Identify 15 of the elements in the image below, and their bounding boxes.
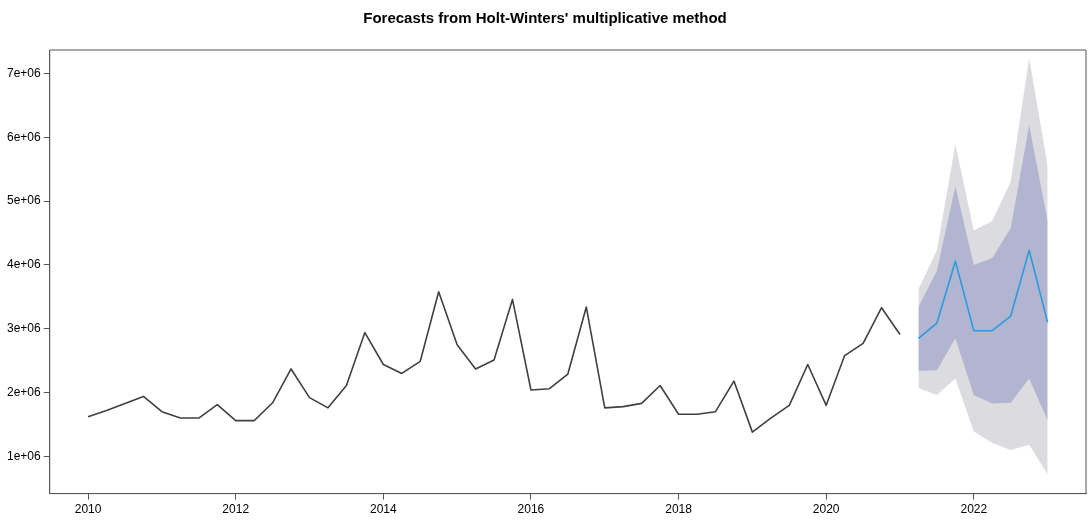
y-tick-label: 4e+06 — [7, 257, 42, 272]
chart-title: Forecasts from Holt-Winters' multiplicative method — [363, 9, 727, 27]
x-tick-label: 2018 — [665, 502, 693, 517]
y-tick-label: 7e+06 — [7, 65, 42, 80]
y-tick-label: 5e+06 — [7, 193, 42, 208]
x-tick-label: 2012 — [222, 502, 250, 517]
x-tick-label: 2010 — [74, 502, 102, 517]
x-tick-label: 2014 — [369, 502, 397, 517]
x-tick-label: 2016 — [517, 502, 545, 517]
x-tick-label: 2020 — [812, 502, 840, 517]
y-tick-label: 1e+06 — [7, 448, 42, 463]
y-tick-label: 2e+06 — [7, 384, 42, 399]
y-tick-label: 3e+06 — [7, 321, 42, 336]
y-tick-label: 6e+06 — [7, 129, 42, 144]
x-tick-label: 2022 — [960, 502, 988, 517]
